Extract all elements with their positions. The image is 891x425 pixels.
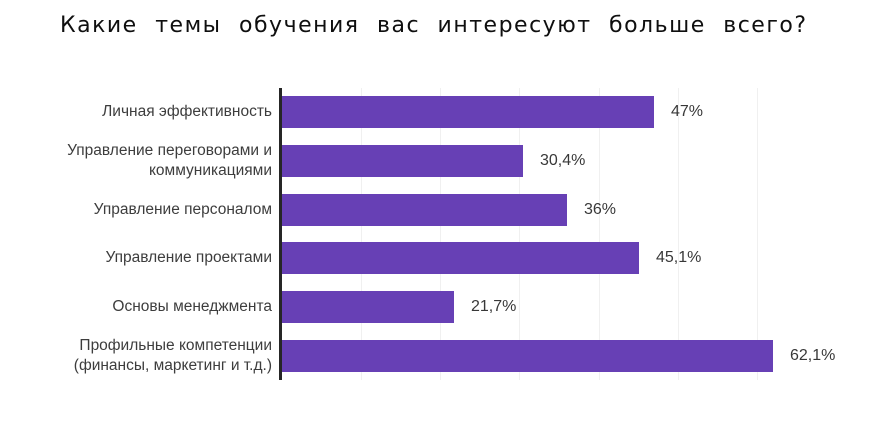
- value-label: 30,4%: [540, 152, 586, 169]
- gridline: [519, 88, 521, 380]
- category-label: Управление персоналом: [93, 200, 272, 218]
- category-label: Управление переговорами и коммуникациями: [67, 142, 272, 179]
- category-label: Профильные компетенции (финансы, маркети…: [73, 336, 272, 374]
- gridline: [598, 88, 600, 380]
- bar-row: Основы менеджмента 21,7%: [0, 283, 891, 332]
- value-label: 45,1%: [656, 249, 702, 267]
- bar-track: 62,1%: [282, 331, 891, 380]
- gridline: [756, 88, 758, 380]
- gridline: [677, 88, 679, 380]
- value-label: 36%: [584, 200, 617, 218]
- category-label: Управление проектами: [105, 249, 272, 267]
- bar-track: 47%: [282, 88, 891, 137]
- bar: [282, 242, 639, 275]
- chart-title: Какие темы обучения вас интересуют больш…: [60, 13, 808, 38]
- bar-row: Управление переговорами и коммуникациями…: [0, 137, 891, 186]
- value-label: 21,7%: [471, 298, 517, 316]
- bar: [282, 96, 654, 129]
- bar-rows: Личная эффективность 47% Управление пере…: [0, 88, 891, 380]
- value-label: 62,1%: [790, 346, 836, 364]
- bar-track: 30,4%: [282, 137, 891, 186]
- bar-track: 45,1%: [282, 234, 891, 283]
- y-axis-line: [279, 88, 282, 380]
- bar: [282, 145, 523, 177]
- value-label: 47%: [671, 103, 704, 121]
- bar-row: Управление персоналом 36%: [0, 185, 891, 234]
- bar-track: 36%: [282, 185, 891, 234]
- bar-row: Личная эффективность 47%: [0, 88, 891, 137]
- bar-track: 21,7%: [282, 283, 891, 332]
- bar: [282, 291, 454, 324]
- plot-area: [282, 88, 836, 380]
- category-label: Личная эффективность: [102, 103, 272, 121]
- bar-row: Профильные компетенции (финансы, маркети…: [0, 331, 891, 380]
- bar: [282, 193, 567, 226]
- bar: [282, 339, 773, 372]
- gridline: [440, 88, 442, 380]
- bar-row: Управление проектами 45,1%: [0, 234, 891, 283]
- category-label: Основы менеджмента: [112, 298, 272, 316]
- gridline: [361, 88, 363, 380]
- bar-chart: Личная эффективность 47% Управление пере…: [0, 88, 891, 380]
